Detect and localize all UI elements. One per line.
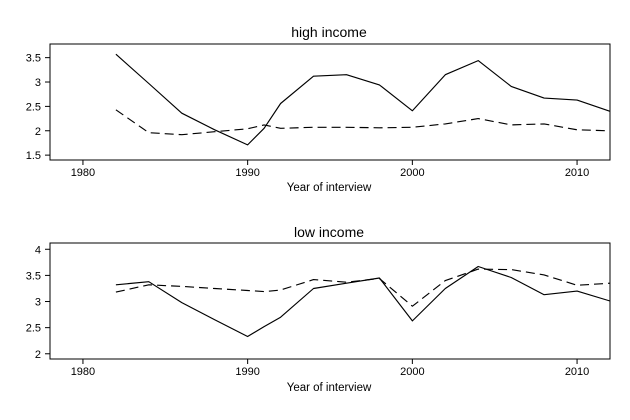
x-axis-label: Year of interview <box>287 382 372 394</box>
panel-title: high income <box>291 24 367 40</box>
y-tick-label: 2.5 <box>26 101 41 113</box>
x-tick-label: 2010 <box>565 366 589 378</box>
series-line-solid <box>115 53 611 146</box>
series-line-dashed <box>115 268 611 307</box>
x-tick-label: 1980 <box>71 366 95 378</box>
x-tick-label: 1980 <box>71 167 95 179</box>
x-tick-label: 2000 <box>400 366 424 378</box>
y-tick-label: 4 <box>35 244 41 256</box>
panel-title: low income <box>294 224 364 240</box>
y-tick-label: 2 <box>35 349 41 361</box>
x-tick-label: 2000 <box>400 167 424 179</box>
x-tick-label: 1990 <box>235 167 259 179</box>
plot-frame <box>49 43 611 161</box>
low-income-panel: low income Year of interview 2 2.5 3 3.5 4 19… <box>26 224 611 394</box>
y-tick-label: 3.5 <box>26 270 41 282</box>
x-axis-label: Year of interview <box>287 182 372 194</box>
y-tick-label: 2 <box>35 126 41 138</box>
series-line-dashed <box>115 109 611 136</box>
y-tick-label: 3.5 <box>26 53 41 65</box>
high-income-panel: high income Year of interview 1.5 2 2.5 3 3.… <box>26 24 611 194</box>
plot-frame <box>49 242 611 360</box>
y-tick-label: 3 <box>35 297 41 309</box>
y-tick-label: 1.5 <box>26 150 41 162</box>
y-tick-label: 3 <box>35 77 41 89</box>
x-tick-label: 2010 <box>565 167 589 179</box>
y-tick-label: 2.5 <box>26 323 41 335</box>
series-line-solid <box>115 265 611 338</box>
x-tick-label: 1990 <box>235 366 259 378</box>
